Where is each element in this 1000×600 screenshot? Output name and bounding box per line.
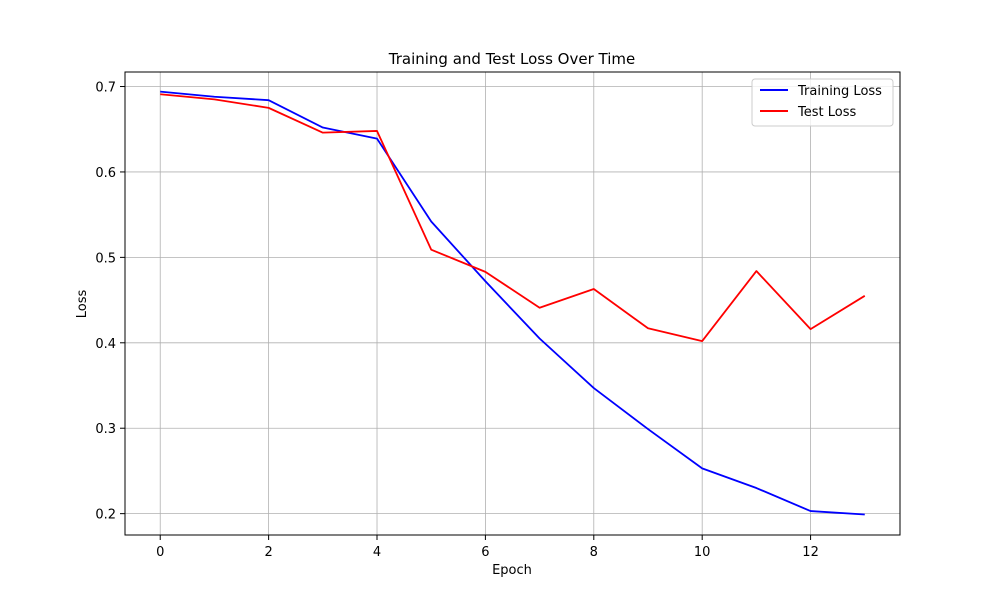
y-tick-label: 0.3 — [95, 422, 116, 437]
x-tick-label: 0 — [156, 545, 164, 560]
y-axis-label: Loss — [75, 290, 90, 319]
x-tick-label: 2 — [264, 545, 272, 560]
y-axis-ticks: 0.2 0.3 0.4 0.5 0.6 0.7 — [95, 81, 125, 523]
y-tick-label: 0.2 — [95, 508, 116, 523]
legend-label-test-loss: Test Loss — [797, 105, 856, 120]
grid-lines — [125, 72, 900, 535]
x-axis-ticks: 0 2 4 6 8 10 12 — [156, 535, 819, 560]
legend-label-training-loss: Training Loss — [797, 84, 882, 99]
chart-title: Training and Test Loss Over Time — [388, 50, 635, 68]
plot-area-frame — [124, 71, 901, 536]
y-tick-label: 0.4 — [95, 337, 116, 352]
x-tick-label: 6 — [481, 545, 489, 560]
series-lines — [160, 90, 866, 516]
legend: Training Loss Test Loss — [751, 78, 894, 127]
series-line-training-loss — [160, 90, 865, 516]
y-tick-label: 0.7 — [95, 81, 116, 96]
series-line-test-loss — [160, 93, 866, 342]
y-tick-label: 0.6 — [95, 166, 116, 181]
x-axis-label: Epoch — [492, 563, 532, 578]
x-tick-label: 8 — [590, 545, 598, 560]
x-tick-label: 10 — [694, 545, 711, 560]
x-tick-label: 4 — [373, 545, 381, 560]
y-tick-label: 0.5 — [95, 251, 116, 266]
x-tick-label: 12 — [802, 545, 819, 560]
